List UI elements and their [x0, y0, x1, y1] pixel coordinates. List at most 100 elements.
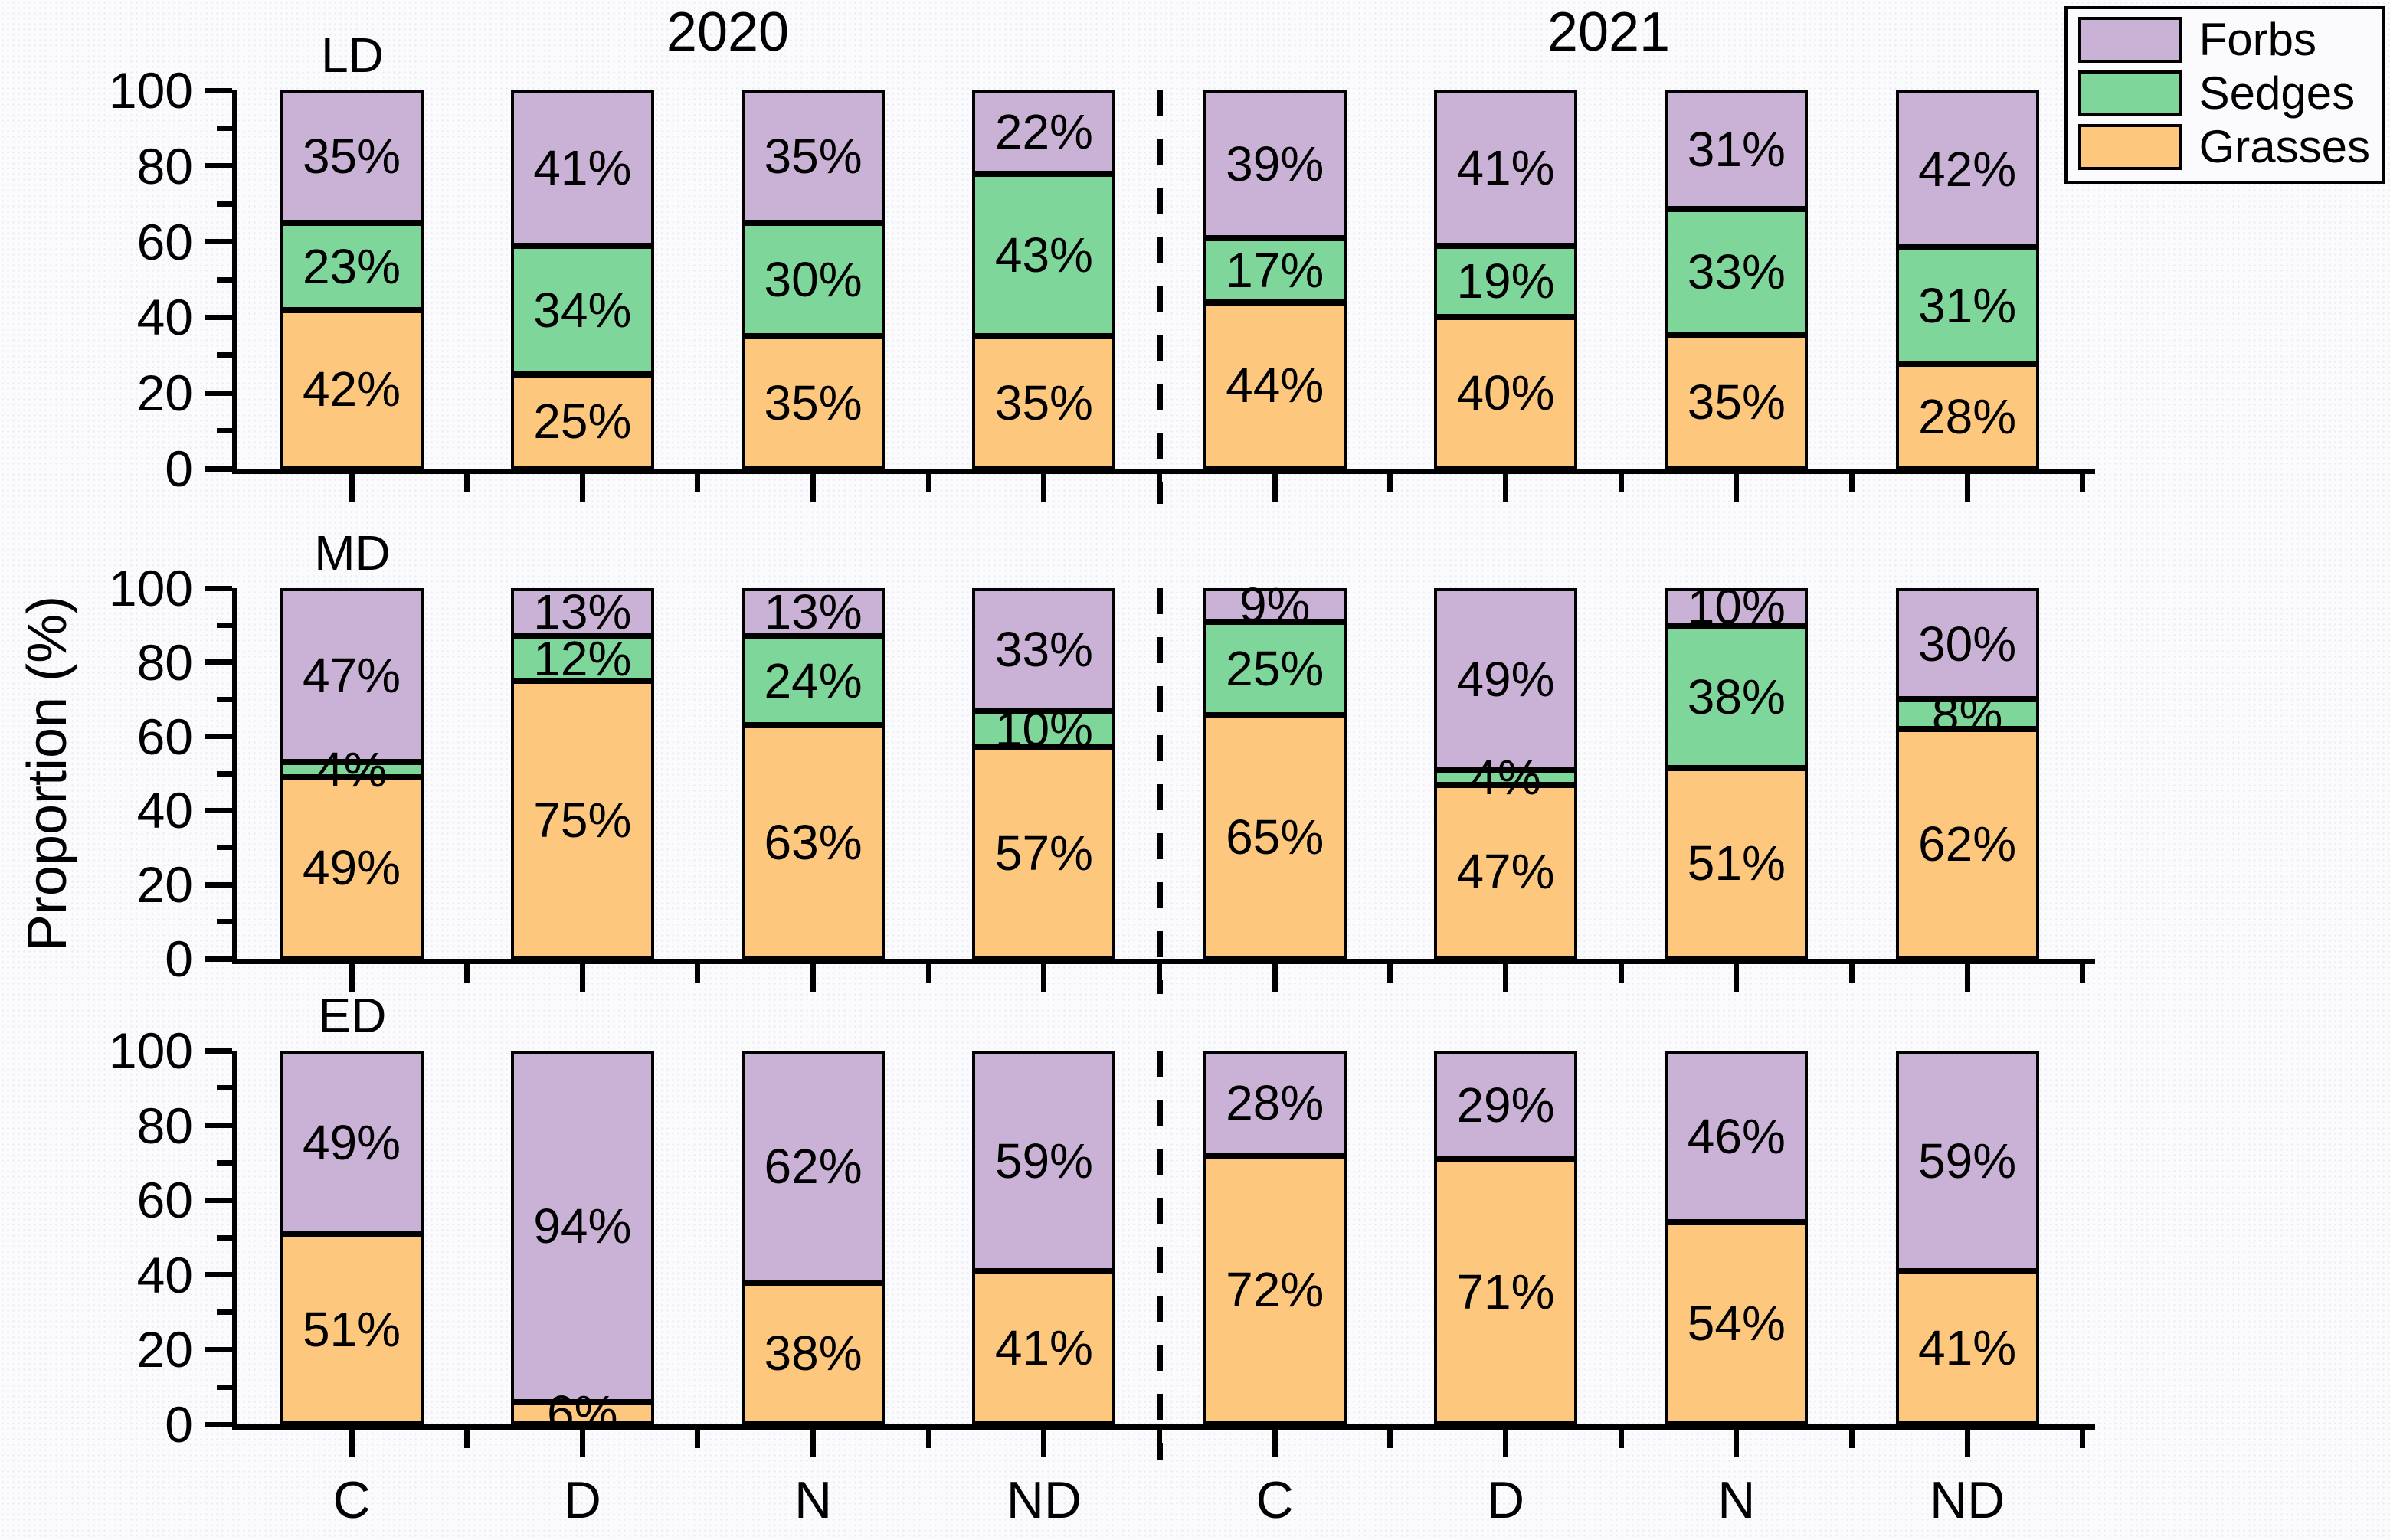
- segment-sedges: 43%: [972, 173, 1116, 337]
- x-major-tick: [579, 474, 585, 502]
- segment-grasses: 51%: [1665, 767, 1809, 959]
- x-major-tick: [1964, 964, 1970, 992]
- bar-C-2021: 65% 25% 9%: [1203, 577, 1347, 959]
- y-major-tick: [205, 1421, 232, 1427]
- x-major-tick: [810, 474, 817, 502]
- x-category-label-C-2020: C: [332, 1471, 371, 1529]
- bar-N-2020: 63% 24% 13%: [742, 588, 886, 959]
- x-minor-tick: [1387, 474, 1393, 492]
- segment-grasses: 28%: [1895, 364, 2039, 469]
- year-divider-line: [1156, 90, 1163, 504]
- segment-value-label: 28%: [1918, 388, 2017, 444]
- bar-N-2021: 54% 46%: [1665, 1051, 1809, 1424]
- y-major-tick: [205, 585, 232, 591]
- segment-value-label: 38%: [1687, 669, 1786, 724]
- x-category-label-D-2021: D: [1486, 1471, 1525, 1529]
- x-major-tick: [1272, 964, 1278, 992]
- segment-grasses: 71%: [1434, 1159, 1577, 1424]
- segment-value-label: 9%: [1239, 577, 1311, 633]
- x-minor-tick: [1387, 1430, 1393, 1448]
- segment-value-label: 31%: [1918, 278, 2017, 334]
- segment-sedges: 17%: [1203, 237, 1347, 302]
- y-tick-label: 60: [136, 1172, 193, 1229]
- segment-forbs: 35%: [280, 90, 424, 223]
- x-category-label-C-2021: C: [1256, 1471, 1294, 1529]
- segment-sedges: 30%: [742, 222, 886, 337]
- bar-N-2020: 38% 62%: [742, 1051, 886, 1424]
- segment-value-label: 30%: [764, 252, 863, 308]
- segment-forbs: 94%: [510, 1051, 654, 1402]
- legend-entry-forbs: Forbs: [2077, 17, 2370, 63]
- segment-value-label: 34%: [533, 282, 632, 338]
- segment-value-label: 35%: [302, 129, 401, 185]
- segment-sedges: 23%: [280, 222, 424, 310]
- y-major-tick: [205, 163, 232, 169]
- segment-value-label: 51%: [302, 1301, 401, 1357]
- segment-value-label: 57%: [994, 826, 1093, 881]
- segment-forbs: 10%: [1665, 583, 1809, 631]
- x-minor-tick: [1618, 474, 1624, 492]
- x-minor-tick: [1618, 1430, 1624, 1448]
- segment-forbs: 41%: [1434, 90, 1577, 246]
- segment-forbs: 59%: [1895, 1051, 2039, 1271]
- panel-title-MD: MD: [314, 525, 391, 580]
- x-minor-tick: [464, 474, 470, 492]
- segment-sedges: 4%: [280, 744, 424, 795]
- bar-ND-2021: 28% 31% 42%: [1895, 90, 2039, 469]
- x-major-tick: [1272, 1430, 1278, 1457]
- y-minor-tick: [217, 622, 232, 628]
- y-minor-tick: [217, 428, 232, 434]
- y-tick-label: 40: [136, 289, 193, 346]
- x-major-tick: [1503, 1430, 1508, 1457]
- segment-forbs: 49%: [1434, 588, 1577, 770]
- segment-forbs: 39%: [1203, 90, 1347, 238]
- segment-value-label: 25%: [1226, 641, 1324, 697]
- y-minor-tick: [217, 201, 232, 207]
- segment-grasses: 65%: [1203, 715, 1347, 959]
- year-title-2020: 2020: [666, 2, 790, 63]
- segment-value-label: 41%: [1918, 1319, 2017, 1375]
- y-major-tick: [205, 1048, 232, 1054]
- segment-forbs: 29%: [1434, 1051, 1577, 1159]
- bar-N-2021: 51% 38% 10%: [1665, 583, 1809, 959]
- y-tick-label: 20: [136, 856, 193, 914]
- x-major-tick: [1734, 964, 1740, 992]
- segment-sedges: 31%: [1895, 247, 2039, 365]
- x-major-tick: [579, 964, 585, 992]
- x-major-tick: [1041, 964, 1047, 992]
- segment-value-label: 47%: [1456, 844, 1555, 900]
- segment-forbs: 22%: [972, 90, 1116, 174]
- y-minor-tick: [217, 696, 232, 702]
- y-major-tick: [205, 1197, 232, 1203]
- segment-grasses: 57%: [972, 747, 1116, 959]
- year-divider-line: [1156, 1051, 1163, 1460]
- y-major-tick: [205, 956, 232, 962]
- x-major-tick: [1964, 474, 1970, 502]
- y-major-tick: [205, 734, 232, 740]
- segment-value-label: 22%: [994, 104, 1093, 160]
- segment-grasses: 75%: [510, 681, 654, 959]
- bar-C-2020: 51% 49%: [280, 1051, 424, 1424]
- segment-value-label: 42%: [1918, 141, 2017, 197]
- y-minor-tick: [217, 1159, 232, 1166]
- bar-ND-2021: 62% 8% 30%: [1895, 588, 2039, 959]
- y-minor-tick: [217, 770, 232, 777]
- x-minor-tick: [925, 964, 931, 983]
- segment-grasses: 25%: [510, 374, 654, 469]
- x-minor-tick: [1618, 964, 1624, 983]
- x-minor-tick: [695, 474, 701, 492]
- bar-C-2020: 42% 23% 35%: [280, 90, 424, 469]
- segment-value-label: 17%: [1226, 242, 1324, 298]
- segment-grasses: 40%: [1434, 317, 1577, 469]
- segment-grasses: 6%: [510, 1385, 654, 1441]
- segment-grasses: 54%: [1665, 1222, 1809, 1424]
- x-minor-tick: [2080, 474, 2086, 492]
- bar-N-2021: 35% 33% 31%: [1665, 90, 1809, 469]
- x-minor-tick: [1848, 964, 1855, 983]
- segment-value-label: 6%: [547, 1385, 618, 1441]
- y-tick-label: 20: [136, 365, 193, 422]
- x-major-tick: [1041, 1430, 1047, 1457]
- x-category-label-N-2020: N: [794, 1471, 833, 1529]
- segment-value-label: 40%: [1456, 365, 1555, 421]
- segment-grasses: 41%: [1895, 1270, 2039, 1424]
